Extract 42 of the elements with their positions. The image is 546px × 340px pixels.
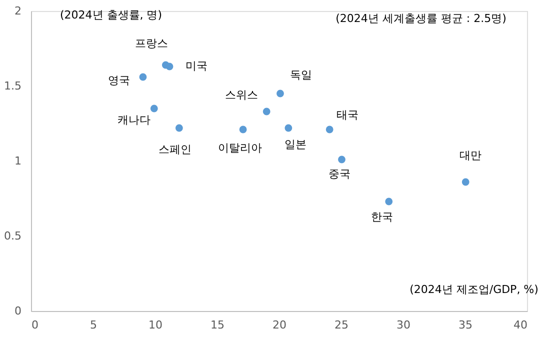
y-tick-label: 0.5	[4, 230, 22, 242]
y-tick-label: 0	[14, 304, 22, 318]
annotation: 한국	[370, 210, 393, 224]
point	[150, 104, 158, 112]
point	[326, 126, 334, 134]
y-tick-label: 2	[14, 4, 22, 18]
x-tick-label: 40	[514, 318, 528, 332]
point	[175, 124, 183, 132]
point	[239, 126, 247, 134]
point	[276, 90, 284, 98]
point	[139, 73, 147, 81]
x-tick-label: 20	[272, 318, 286, 332]
point	[338, 156, 346, 164]
annotation: 대만	[460, 149, 482, 162]
annotation: 미국	[186, 60, 208, 72]
x-tick-label: 30	[396, 318, 410, 332]
point	[262, 108, 270, 116]
x-tick-label: 25	[334, 318, 348, 332]
annotation: 스위스	[225, 88, 258, 102]
x-tick-label: 35	[458, 318, 472, 332]
y-tick-label: 1	[14, 154, 22, 168]
annotation: 캐나다	[118, 114, 151, 126]
x-tick-label: 0	[32, 318, 38, 332]
annotation: 태국	[336, 108, 359, 122]
x-tick-label: 15	[210, 318, 224, 332]
annotation: 프랑스	[135, 37, 168, 50]
y-tick-label: 1.5	[4, 80, 22, 92]
annotation: 영국	[108, 74, 130, 87]
point	[462, 178, 470, 186]
annotation: 독일	[290, 68, 312, 82]
point	[385, 198, 393, 206]
annotation: 이탈리아	[218, 142, 262, 154]
annotation: 스페인	[158, 143, 192, 156]
annotation: 중국	[328, 168, 351, 180]
point	[284, 124, 292, 132]
x-axis-title: (2024년 제조업/GDP, %)	[410, 283, 538, 296]
point	[166, 62, 174, 70]
x-tick-label: 10	[148, 318, 162, 332]
y-axis-title: (2024년 출생률, 명)	[60, 8, 162, 22]
annotation: (2024년 세계출생률 평균 : 2.5명)	[336, 12, 506, 25]
x-tick-label: 5	[90, 318, 97, 332]
annotation: 일본	[284, 138, 306, 151]
